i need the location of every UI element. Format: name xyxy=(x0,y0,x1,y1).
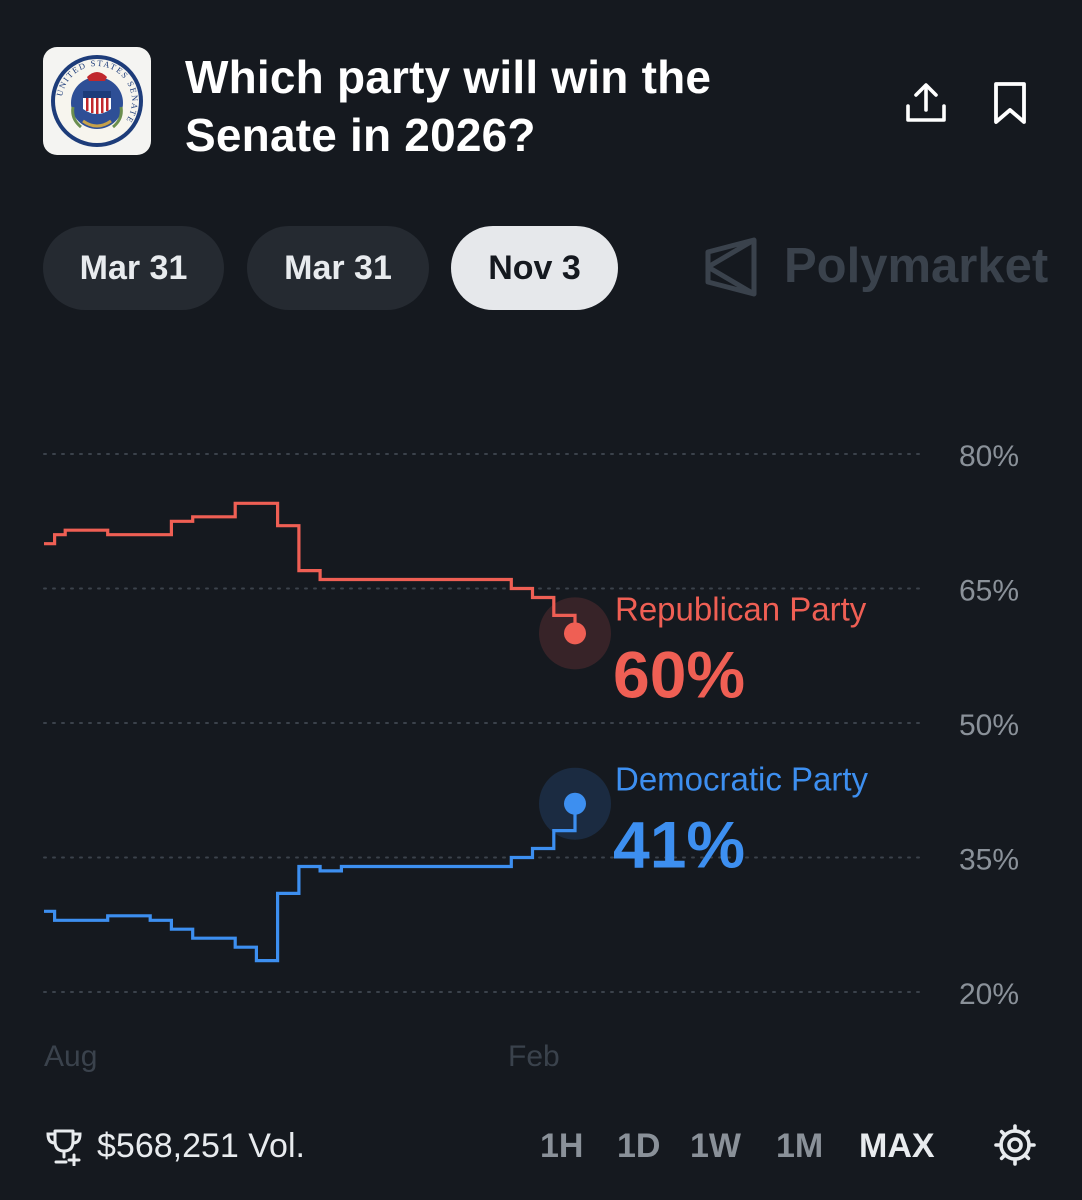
republican-endpoint-dot xyxy=(564,622,586,645)
trophy-icon xyxy=(44,1126,84,1167)
tab-date-3[interactable]: Nov 3 xyxy=(451,226,618,310)
share-icon[interactable] xyxy=(901,78,951,128)
republican-series-name: Republican Party xyxy=(615,590,867,627)
senate-seal-logo: UNITED STATES SENATE xyxy=(43,47,151,155)
volume-label: $568,251 Vol. xyxy=(97,1127,305,1165)
republican-series-value: 60% xyxy=(613,637,745,711)
tab-date-2[interactable]: Mar 31 xyxy=(247,226,429,310)
range-max-button[interactable]: MAX xyxy=(859,1127,935,1165)
bookmark-icon[interactable] xyxy=(985,78,1035,128)
polymarket-wordmark: Polymarket xyxy=(784,239,1049,293)
polymarket-logo-icon xyxy=(704,236,758,298)
page-title: Which party will win the Senate in 2026? xyxy=(185,48,825,164)
y-tick-label: 80% xyxy=(959,440,1019,473)
y-tick-label: 65% xyxy=(959,575,1019,608)
chart-footer: $568,251 Vol. 1H 1D 1W 1M MAX xyxy=(0,1100,1082,1200)
y-tick-label: 20% xyxy=(959,978,1019,1011)
democratic-series-name: Democratic Party xyxy=(615,761,869,798)
range-1h-button[interactable]: 1H xyxy=(540,1127,584,1165)
market-header: UNITED STATES SENATE Which party will wi… xyxy=(0,0,1082,200)
x-tick-label: Aug xyxy=(44,1040,97,1073)
democratic-series-line xyxy=(44,803,577,963)
title-line-1: Which party will win the xyxy=(185,51,712,103)
range-1w-button[interactable]: 1W xyxy=(690,1127,741,1165)
price-chart[interactable]: 80% 65% 50% 35% 20% Aug Feb Republican Party 60%… xyxy=(0,380,1082,1100)
chart-svg: 80% 65% 50% 35% 20% Aug Feb Republican Party 60%… xyxy=(43,440,1019,1073)
gear-icon[interactable] xyxy=(992,1122,1038,1168)
range-1m-button[interactable]: 1M xyxy=(776,1127,824,1165)
republican-series-line xyxy=(44,501,577,634)
democratic-endpoint-dot xyxy=(564,792,586,815)
democratic-series-value: 41% xyxy=(613,808,745,882)
y-tick-label: 35% xyxy=(959,844,1019,877)
range-1d-button[interactable]: 1D xyxy=(617,1127,661,1165)
y-tick-label: 50% xyxy=(959,709,1019,742)
title-line-2: Senate in 2026? xyxy=(185,109,536,161)
tab-date-1[interactable]: Mar 31 xyxy=(43,226,224,310)
x-tick-label: Feb xyxy=(508,1040,560,1073)
